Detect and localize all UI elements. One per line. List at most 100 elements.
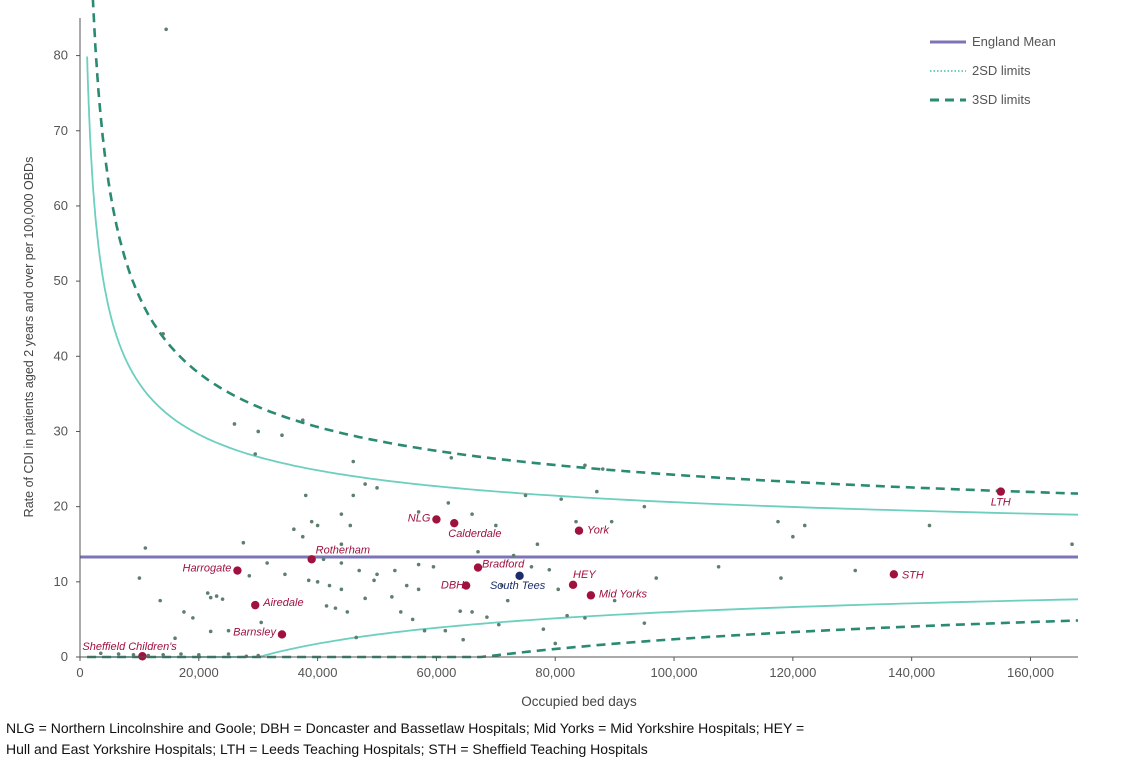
data-point <box>458 609 462 613</box>
data-point <box>247 574 252 578</box>
data-point <box>404 583 409 588</box>
point-label: STH <box>902 569 924 581</box>
data-point <box>161 331 165 336</box>
legend-mean-label: England Mean <box>972 34 1056 49</box>
data-point <box>485 615 489 619</box>
data-point <box>565 613 569 618</box>
upper-3sd-limit <box>91 0 1079 495</box>
data-point <box>182 610 186 614</box>
data-point <box>208 595 213 600</box>
point-labels: Sheffield Children's Barnsley Airedale Harr… <box>82 497 1010 654</box>
data-point <box>357 568 362 573</box>
data-point <box>776 519 780 524</box>
data-point <box>253 452 258 456</box>
data-point <box>529 564 534 569</box>
data-point <box>292 527 296 531</box>
point-label: Harrogate <box>183 563 232 575</box>
data-point <box>600 467 605 471</box>
point-label: Calderdale <box>448 528 501 540</box>
data-point <box>306 578 311 583</box>
y-tick-label: 80 <box>54 48 68 63</box>
axes <box>79 18 1078 658</box>
footnote-line-2: Hull and East Yorkshire Hospitals; LTH =… <box>6 741 648 757</box>
data-point <box>363 596 367 601</box>
data-point <box>339 587 344 592</box>
data-point <box>259 620 263 625</box>
data-point <box>494 523 498 528</box>
data-point <box>476 549 480 554</box>
data-point <box>315 523 320 528</box>
data-point <box>354 635 359 640</box>
data-point <box>612 598 617 603</box>
data-point <box>416 562 421 567</box>
data-point <box>375 572 379 577</box>
data-point <box>303 493 308 498</box>
data-point <box>541 627 546 631</box>
data-point <box>146 653 151 658</box>
data-point <box>716 564 721 569</box>
data-point <box>449 455 454 460</box>
point-label: Sheffield Children's <box>82 641 177 653</box>
data-point <box>535 542 540 547</box>
data-point <box>559 497 563 501</box>
data-point <box>802 523 807 528</box>
data-point <box>547 567 552 572</box>
data-point <box>393 568 397 573</box>
data-point <box>191 616 195 620</box>
data-point <box>232 422 237 426</box>
data-point <box>265 561 269 565</box>
data-point <box>853 568 858 573</box>
data-point <box>351 459 356 464</box>
data-point <box>398 610 403 614</box>
data-point <box>143 546 148 550</box>
data-point <box>339 542 344 547</box>
point-label: Barnsley <box>233 626 277 638</box>
point-label: Mid Yorks <box>599 588 648 600</box>
point-label: NLG <box>408 512 431 524</box>
upper-2sd-limit <box>86 56 1079 516</box>
data-point <box>556 587 561 592</box>
highlighted-point <box>307 555 316 564</box>
data-point <box>390 595 394 599</box>
x-tick-label: 0 <box>76 665 83 680</box>
data-point <box>470 610 474 614</box>
x-tick-label: 80,000 <box>535 665 575 680</box>
highlighted-point <box>515 571 524 581</box>
highlighted-point <box>996 487 1005 496</box>
y-tick-label: 0 <box>61 649 68 664</box>
point-label: LTH <box>991 497 1011 509</box>
point-label: Bradford <box>482 559 525 571</box>
data-point <box>642 621 647 625</box>
data-point <box>499 583 504 588</box>
data-point <box>197 652 201 657</box>
footnote: NLG = Northern Lincolnshire and Goole; D… <box>6 718 1116 760</box>
data-point <box>351 493 356 498</box>
data-point <box>416 510 421 514</box>
data-point <box>410 617 415 622</box>
highlighted-point <box>473 563 483 572</box>
footnote-line-1: NLG = Northern Lincolnshire and Goole; D… <box>6 720 805 736</box>
data-point <box>363 482 367 486</box>
data-point <box>461 637 465 642</box>
data-point <box>416 587 421 592</box>
data-point <box>523 493 528 498</box>
y-tick-label: 70 <box>54 123 68 138</box>
x-tick-label: 40,000 <box>298 665 338 680</box>
data-point <box>137 576 142 580</box>
x-tick-label: 60,000 <box>417 665 457 680</box>
data-point <box>244 654 249 659</box>
highlighted-point <box>450 518 459 528</box>
data-point <box>256 429 261 434</box>
data-point <box>321 557 326 562</box>
data-point <box>583 616 587 620</box>
data-point <box>443 628 448 633</box>
data-point <box>116 652 121 656</box>
data-point <box>327 583 332 588</box>
data-point <box>470 512 474 516</box>
highlighted-point <box>568 580 578 590</box>
x-tick-label: 100,000 <box>651 665 698 680</box>
data-point <box>574 519 578 524</box>
data-point <box>164 27 168 32</box>
highlighted-point <box>574 526 584 535</box>
data-point <box>642 504 647 509</box>
